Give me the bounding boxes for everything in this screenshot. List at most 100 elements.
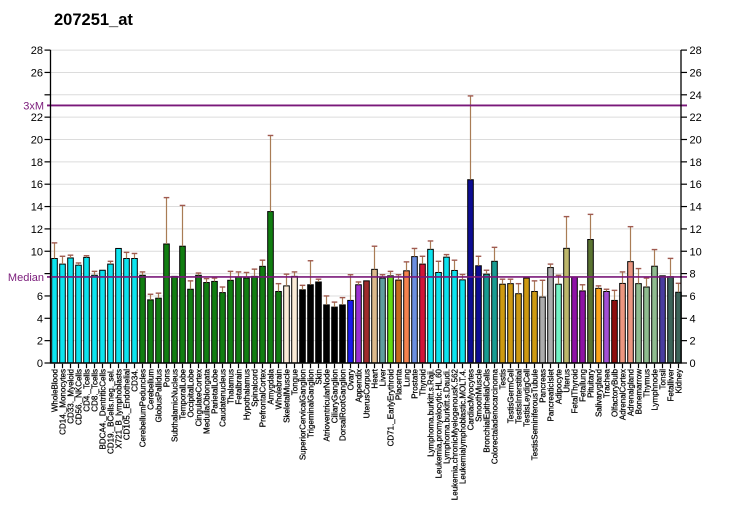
svg-text:Tonsil: Tonsil xyxy=(659,369,668,390)
svg-text:Prostate: Prostate xyxy=(411,368,420,398)
svg-text:10: 10 xyxy=(690,246,702,258)
svg-text:Testis: Testis xyxy=(499,369,508,389)
svg-text:Heart: Heart xyxy=(371,368,380,388)
svg-text:18: 18 xyxy=(690,157,702,169)
svg-text:SmoothMuscle: SmoothMuscle xyxy=(475,368,484,421)
svg-text:X721_B_lymphoblasts: X721_B_lymphoblasts xyxy=(115,369,124,449)
svg-text:Lymphoma.burkitt.s.Raji.: Lymphoma.burkitt.s.Raji. xyxy=(427,369,436,457)
svg-text:26: 26 xyxy=(31,67,43,79)
svg-text:Cerebellum: Cerebellum xyxy=(147,369,156,410)
svg-text:20: 20 xyxy=(31,135,43,147)
svg-text:Uterus: Uterus xyxy=(563,369,572,393)
svg-text:CD8._Tcells: CD8._Tcells xyxy=(91,369,100,412)
svg-text:Ovary: Ovary xyxy=(347,369,356,390)
svg-text:OccipitalLobe: OccipitalLobe xyxy=(187,368,196,417)
svg-text:2: 2 xyxy=(690,336,696,348)
svg-text:CD71._EarlyErythroid: CD71._EarlyErythroid xyxy=(387,369,396,446)
svg-text:Fetallung: Fetallung xyxy=(579,369,588,402)
svg-text:Adrenalgland: Adrenalgland xyxy=(627,369,636,416)
svg-text:TemporalLobe: TemporalLobe xyxy=(179,368,188,419)
svg-text:28: 28 xyxy=(31,45,43,57)
svg-text:0: 0 xyxy=(37,358,43,370)
svg-text:CD19._BCells.neg._sel.: CD19._BCells.neg._sel. xyxy=(107,369,116,454)
svg-text:SuperiorCervicalGanglion: SuperiorCervicalGanglion xyxy=(299,369,308,460)
svg-text:24: 24 xyxy=(690,90,702,102)
svg-text:Thalamus: Thalamus xyxy=(227,369,236,404)
svg-text:SkeletalMuscle: SkeletalMuscle xyxy=(283,368,292,422)
svg-text:Caudatenucleus: Caudatenucleus xyxy=(219,369,228,427)
svg-text:CD34.: CD34. xyxy=(131,369,140,392)
svg-text:CerebellumPeduncles: CerebellumPeduncles xyxy=(139,369,148,447)
svg-text:DorsalRootGanglion: DorsalRootGanglion xyxy=(339,369,348,441)
svg-text:Wholebrain: Wholebrain xyxy=(275,369,284,409)
svg-text:BronchialEpithelialCells: BronchialEpithelialCells xyxy=(483,369,492,453)
svg-text:16: 16 xyxy=(31,179,43,191)
svg-text:0: 0 xyxy=(690,358,696,370)
svg-text:Thymus: Thymus xyxy=(643,369,652,397)
svg-text:Colorectaladenocarcinoma: Colorectaladenocarcinoma xyxy=(491,368,500,464)
svg-text:Lung: Lung xyxy=(403,369,412,387)
svg-text:6: 6 xyxy=(690,291,696,303)
svg-text:AtrioventricularNode: AtrioventricularNode xyxy=(323,368,332,441)
svg-text:Salivarygland: Salivarygland xyxy=(595,369,604,417)
svg-text:CingulateCortex: CingulateCortex xyxy=(195,369,204,426)
svg-text:Pons: Pons xyxy=(163,369,172,387)
svg-text:SubthalamicNucleus: SubthalamicNucleus xyxy=(171,369,180,442)
svg-text:Fetalbrain: Fetalbrain xyxy=(235,369,244,405)
svg-text:Lymphnode: Lymphnode xyxy=(651,368,660,410)
svg-text:4: 4 xyxy=(690,313,696,325)
svg-text:20: 20 xyxy=(690,135,702,147)
svg-text:CiliaryGanglion: CiliaryGanglion xyxy=(331,369,340,423)
svg-text:CD105._Endothelial: CD105._Endothelial xyxy=(123,369,132,440)
svg-text:FetalThyroid: FetalThyroid xyxy=(571,369,580,413)
svg-text:Adipocyte: Adipocyte xyxy=(555,368,564,404)
svg-text:Leukemia.promyelocytic.HL.60: Leukemia.promyelocytic.HL.60 xyxy=(435,368,444,478)
svg-text:Trachea: Trachea xyxy=(603,368,612,398)
svg-text:4: 4 xyxy=(37,313,43,325)
svg-text:Hypothalamus: Hypothalamus xyxy=(243,369,252,420)
svg-text:Kidney: Kidney xyxy=(675,369,684,393)
svg-text:Skin: Skin xyxy=(315,369,324,385)
svg-text:CD56._NKCells: CD56._NKCells xyxy=(75,369,84,425)
svg-text:CD4._Tcells: CD4._Tcells xyxy=(83,369,92,412)
svg-text:12: 12 xyxy=(31,224,43,236)
svg-text:207251_at: 207251_at xyxy=(54,11,133,29)
svg-text:2: 2 xyxy=(37,336,43,348)
svg-text:CD33._Myeloid: CD33._Myeloid xyxy=(67,369,76,424)
svg-text:22: 22 xyxy=(690,112,702,124)
svg-text:10: 10 xyxy=(31,246,43,258)
svg-text:3xM: 3xM xyxy=(23,100,44,112)
svg-text:6: 6 xyxy=(37,291,43,303)
svg-text:Liver: Liver xyxy=(379,369,388,387)
svg-text:Appendix: Appendix xyxy=(355,369,364,402)
svg-text:Leukemialymphoblastic.MOLT.4.: Leukemialymphoblastic.MOLT.4. xyxy=(459,369,468,484)
svg-text:CardiacMyocytes: CardiacMyocytes xyxy=(467,369,476,430)
svg-text:AdrenalCortex: AdrenalCortex xyxy=(619,369,628,420)
svg-text:CD14._Monocytes: CD14._Monocytes xyxy=(59,369,68,435)
svg-text:Thyroid: Thyroid xyxy=(419,369,428,396)
svg-text:WholeBlood: WholeBlood xyxy=(51,369,60,412)
svg-text:Placenta: Placenta xyxy=(395,368,404,400)
svg-text:GlobusPallidus: GlobusPallidus xyxy=(155,369,164,422)
svg-text:22: 22 xyxy=(31,112,43,124)
svg-text:TrigeminalGanglion: TrigeminalGanglion xyxy=(307,369,316,438)
svg-text:Median: Median xyxy=(8,272,44,284)
svg-text:PrefrontalCortex: PrefrontalCortex xyxy=(259,369,268,427)
svg-text:Amygdala: Amygdala xyxy=(267,368,276,404)
svg-text:BDCA4._DentriticCells: BDCA4._DentriticCells xyxy=(99,369,108,449)
svg-text:TestisGermCell: TestisGermCell xyxy=(507,369,516,423)
svg-text:TestisLeydigCell: TestisLeydigCell xyxy=(523,369,532,427)
svg-text:Leukemia.chronicMyelogenousK.5: Leukemia.chronicMyelogenousK.562 xyxy=(451,368,460,500)
svg-text:OlfactoryBulb: OlfactoryBulb xyxy=(611,368,620,417)
svg-text:14: 14 xyxy=(690,202,702,214)
svg-text:12: 12 xyxy=(690,224,702,236)
svg-text:MedullaOblongata: MedullaOblongata xyxy=(203,368,212,433)
svg-text:PancreaticIslet: PancreaticIslet xyxy=(547,368,556,421)
svg-text:ParietalLobe: ParietalLobe xyxy=(211,368,220,413)
svg-text:14: 14 xyxy=(31,202,43,214)
svg-text:18: 18 xyxy=(31,157,43,169)
svg-text:28: 28 xyxy=(690,45,702,57)
svg-text:Spinalcord: Spinalcord xyxy=(251,369,260,407)
svg-text:Tongue: Tongue xyxy=(291,368,300,395)
svg-text:Lymphoma.burkitt.s.Daudi.: Lymphoma.burkitt.s.Daudi. xyxy=(443,369,452,464)
